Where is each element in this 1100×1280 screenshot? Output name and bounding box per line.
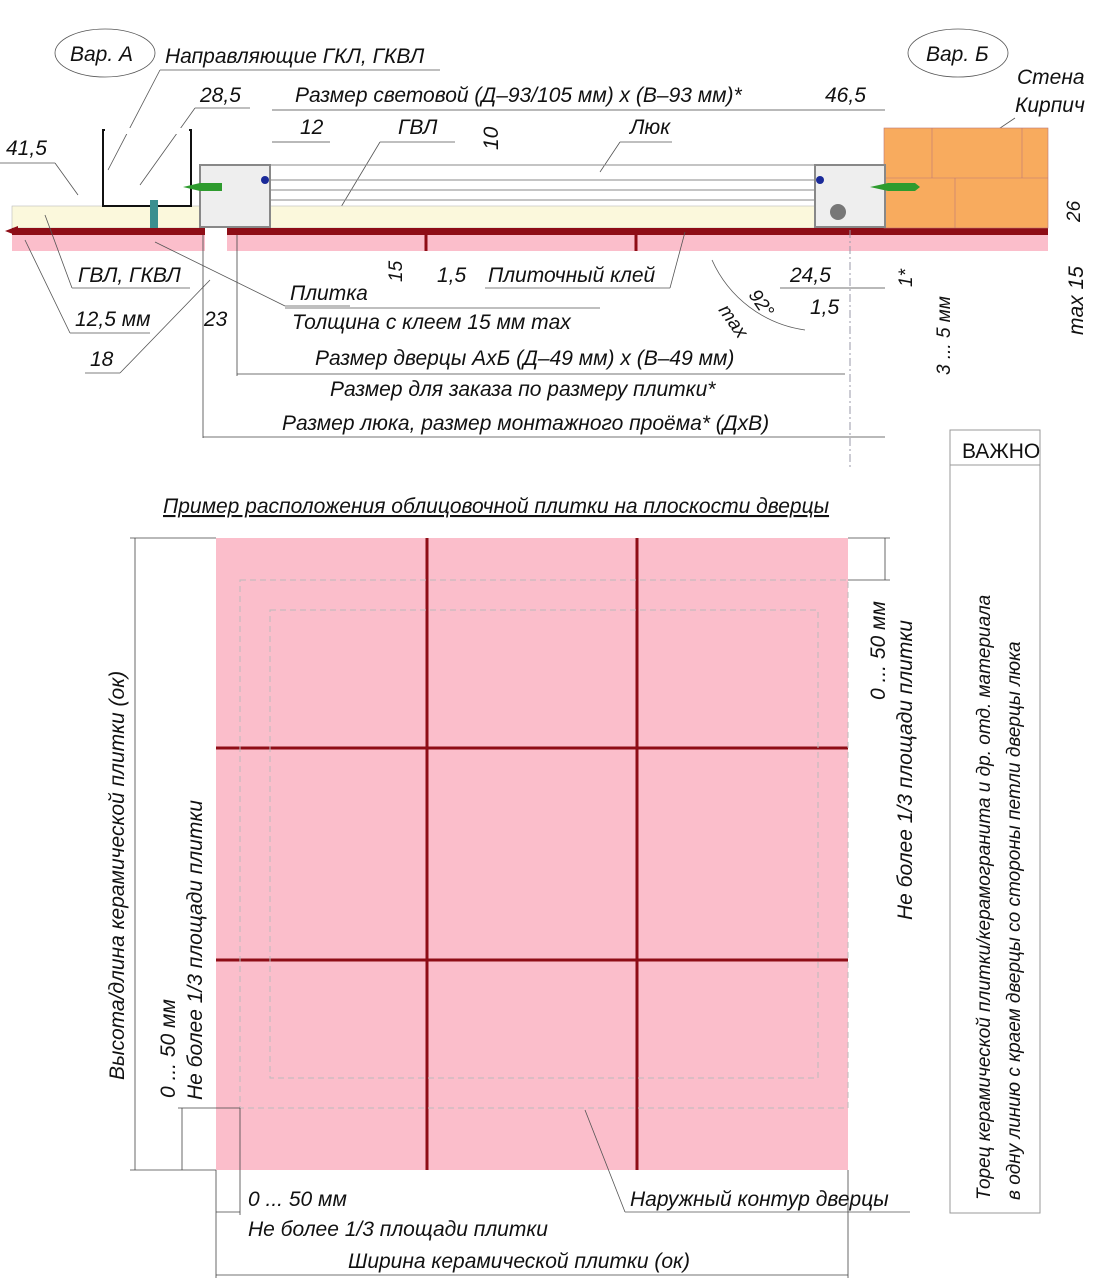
width-label: Ширина керамической плитки (ок) xyxy=(348,1250,690,1273)
door-outer-contour xyxy=(239,579,849,1109)
outer-contour-label: Наружный контур дверцы xyxy=(630,1188,889,1211)
tile-joints xyxy=(216,538,848,1170)
wall-label: Стена xyxy=(1017,66,1085,89)
right-note: Не более 1/3 площади плитки xyxy=(894,620,917,920)
dim-46-5: 46,5 xyxy=(825,84,866,107)
brick-label: Кирпич xyxy=(1015,94,1085,117)
dim-1-5: 1,5 xyxy=(437,264,467,287)
screw-icon xyxy=(183,183,222,191)
dim-15: 15 xyxy=(386,260,407,282)
dim-41-5: 41,5 xyxy=(6,137,47,160)
height-label: Высота/длина керамической плитки (ок) xyxy=(106,671,129,1080)
dim-10: 10 xyxy=(480,126,503,150)
variant-a-label: Вар. А xyxy=(70,43,133,66)
tile-label: Плитка xyxy=(290,282,368,305)
tile-area xyxy=(216,538,848,1170)
variant-b-bubble xyxy=(907,28,1009,78)
dim-1-star: 1* xyxy=(896,268,917,287)
dim-max-15: max 15 xyxy=(1065,266,1088,335)
important-title: ВАЖНО xyxy=(962,440,1040,463)
variant-a-bubble xyxy=(54,28,156,78)
cross-section: Вар. А Вар. Б Направляющие ГКЛ, ГКВЛ 28,… xyxy=(0,28,1088,470)
guides-label: Направляющие ГКЛ, ГКВЛ xyxy=(165,45,425,68)
bottom-range: 0 ... 50 мм xyxy=(248,1188,347,1211)
thickness-label: Толщина с клеем 15 мм max xyxy=(292,311,572,334)
plan-title: Пример расположения облицовочной плитки … xyxy=(163,495,830,518)
adhesive-label: Плиточный клей xyxy=(488,264,656,287)
important-note: ВАЖНО Торец керамической плитки/керамогр… xyxy=(949,429,1041,1214)
tile-layout-plan: Пример расположения облицовочной плитки … xyxy=(106,495,917,1278)
frame-profile-left xyxy=(199,164,271,228)
dim-12: 12 xyxy=(300,116,324,139)
dim-28-5: 28,5 xyxy=(199,84,241,107)
light-size-label: Размер световой (Д–93/105 мм) х (В–93 мм… xyxy=(295,84,743,107)
frame-profile-right xyxy=(814,164,886,228)
hatch-label: Люк xyxy=(628,116,671,139)
right-range: 0 ... 50 мм xyxy=(867,601,890,700)
gvl-gkvl-label: ГВЛ, ГКВЛ xyxy=(78,264,181,287)
screw-icon xyxy=(150,200,158,228)
door-inner-contour xyxy=(269,609,819,1079)
dim-26: 26 xyxy=(1064,200,1085,223)
adhesive-layer xyxy=(12,228,1048,235)
gvl-label: ГВЛ xyxy=(398,116,438,139)
important-line-1: Торец керамической плитки/керамогранита … xyxy=(974,595,995,1200)
angle-max: max xyxy=(714,301,753,344)
anchor-icon xyxy=(870,183,920,191)
door-size-label: Размер дверцы АхБ (Д–49 мм) х (В–49 мм) xyxy=(315,347,734,370)
tile-layer xyxy=(12,235,1048,251)
left-note: Не более 1/3 площади плитки xyxy=(184,800,207,1100)
board-layer xyxy=(11,205,888,229)
angle-92: 92° xyxy=(744,286,778,322)
bottom-note: Не более 1/3 площади плитки xyxy=(248,1218,548,1241)
dim-1-5-b: 1,5 xyxy=(810,296,840,319)
hatch-size-label: Размер люка, размер монтажного проёма* (… xyxy=(282,412,769,435)
guide-profile xyxy=(102,129,192,207)
dim-23: 23 xyxy=(203,308,228,331)
order-size-label: Размер для заказа по размеру плитки* xyxy=(330,378,716,401)
dim-18: 18 xyxy=(90,348,114,371)
important-line-2: в одну линию с краем дверцы со стороны п… xyxy=(1004,641,1025,1200)
gap-3-5: 3 ... 5 мм xyxy=(934,296,955,375)
dim-24-5: 24,5 xyxy=(789,264,831,287)
variant-b-label: Вар. Б xyxy=(926,43,989,66)
left-range: 0 ... 50 мм xyxy=(157,999,180,1098)
dim-12-5: 12,5 мм xyxy=(75,308,151,331)
